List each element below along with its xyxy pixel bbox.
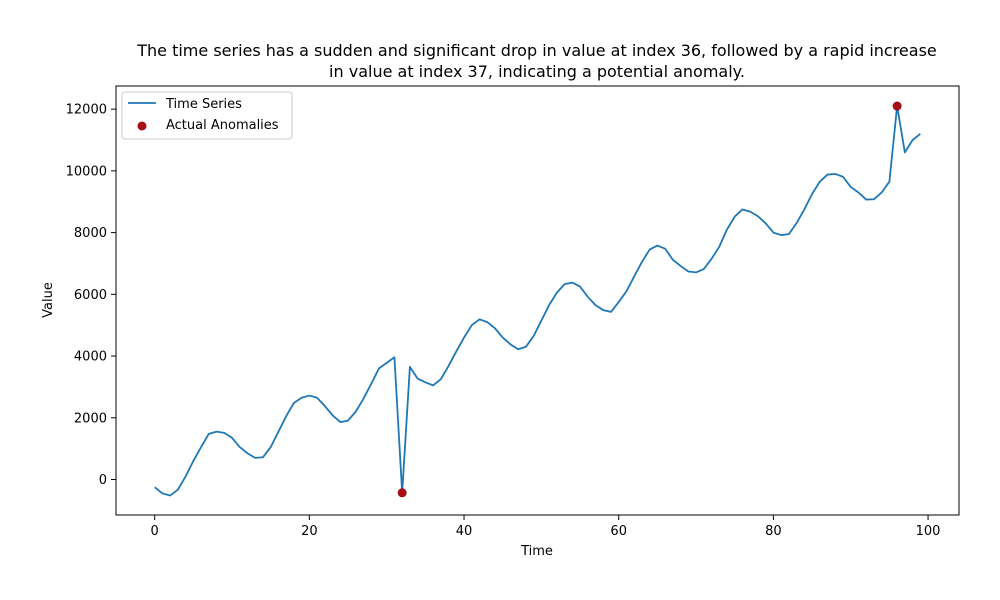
y-axis: 0 2000 4000 6000 8000 10000 12000 xyxy=(66,103,116,488)
x-tick-label: 80 xyxy=(765,524,782,539)
x-axis-label: Time xyxy=(520,544,553,559)
plot-area xyxy=(115,85,960,516)
legend-label-time-series: Time Series xyxy=(165,97,242,112)
series-layer xyxy=(154,101,921,498)
y-tick-label: 2000 xyxy=(74,411,107,426)
y-tick-label: 6000 xyxy=(74,288,107,303)
x-tick-label: 60 xyxy=(610,524,627,539)
x-axis: 0 20 40 60 80 100 xyxy=(151,515,941,539)
y-tick-label: 10000 xyxy=(66,164,107,179)
chart-title-line: in value at index 37, indicating a poten… xyxy=(329,62,745,81)
anomaly-point xyxy=(892,101,902,111)
x-tick-label: 40 xyxy=(456,524,473,539)
legend-box xyxy=(121,91,293,140)
legend: Time Series Actual Anomalies xyxy=(121,91,293,140)
legend-label-anomalies: Actual Anomalies xyxy=(166,118,279,133)
legend-marker-swatch xyxy=(137,121,147,131)
x-tick-label: 0 xyxy=(151,524,159,539)
y-tick-label: 12000 xyxy=(66,103,107,118)
x-tick-label: 20 xyxy=(301,524,318,539)
chart-title: The time series has a sudden and signifi… xyxy=(136,41,937,81)
y-axis-label: Value xyxy=(41,282,56,318)
y-tick-label: 0 xyxy=(99,473,107,488)
series-line-time-series xyxy=(154,105,921,497)
y-tick-label: 8000 xyxy=(74,226,107,241)
x-tick-label: 100 xyxy=(916,524,941,539)
chart-title-line: The time series has a sudden and signifi… xyxy=(136,41,937,60)
anomaly-point xyxy=(397,488,407,498)
y-tick-label: 4000 xyxy=(74,350,107,365)
